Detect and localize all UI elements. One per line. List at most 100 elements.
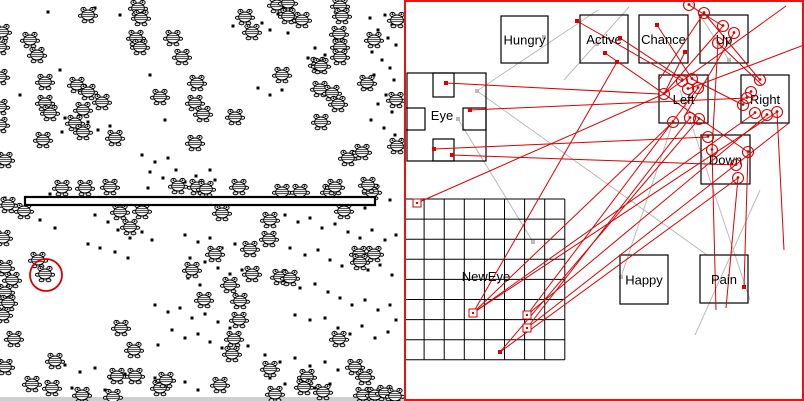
creature[interactable] bbox=[39, 104, 61, 122]
neuron-node[interactable] bbox=[740, 91, 754, 105]
creature[interactable] bbox=[324, 178, 346, 196]
creature[interactable] bbox=[162, 29, 184, 47]
creature[interactable] bbox=[224, 108, 246, 126]
neuron-node[interactable] bbox=[753, 73, 767, 87]
creature[interactable] bbox=[167, 177, 189, 195]
creature[interactable] bbox=[149, 88, 171, 106]
creature[interactable] bbox=[0, 38, 11, 56]
creature[interactable] bbox=[328, 330, 350, 348]
creature[interactable] bbox=[77, 83, 99, 101]
creature[interactable] bbox=[384, 387, 404, 401]
creature[interactable] bbox=[77, 6, 99, 24]
creature[interactable] bbox=[327, 95, 349, 113]
creature[interactable] bbox=[357, 176, 379, 194]
brain-box-left[interactable] bbox=[658, 74, 709, 124]
creature[interactable] bbox=[184, 134, 206, 152]
creature[interactable] bbox=[228, 311, 250, 329]
creature[interactable] bbox=[0, 151, 16, 169]
creature[interactable] bbox=[72, 101, 94, 119]
neuron-node[interactable] bbox=[736, 98, 750, 112]
creature[interactable] bbox=[44, 352, 66, 370]
creature[interactable] bbox=[271, 66, 293, 84]
eye-sensor-pad[interactable] bbox=[404, 107, 426, 131]
creature[interactable] bbox=[0, 294, 19, 312]
neuron-node[interactable] bbox=[705, 143, 719, 157]
creature[interactable] bbox=[34, 73, 56, 91]
creature[interactable] bbox=[129, 38, 151, 56]
neuron-node[interactable] bbox=[675, 74, 689, 88]
neuron-node[interactable] bbox=[682, 0, 696, 12]
creature[interactable] bbox=[32, 131, 54, 149]
creature[interactable] bbox=[125, 29, 147, 47]
creature[interactable] bbox=[277, 0, 299, 12]
creature[interactable] bbox=[171, 48, 193, 66]
creature[interactable] bbox=[228, 178, 250, 196]
creature[interactable] bbox=[241, 265, 263, 283]
brain-box-happy[interactable] bbox=[619, 254, 669, 305]
neuron-node[interactable] bbox=[711, 36, 725, 50]
brain-box-right[interactable] bbox=[740, 74, 790, 124]
neuron-node[interactable] bbox=[748, 106, 762, 120]
creature[interactable] bbox=[310, 113, 332, 131]
creature[interactable] bbox=[351, 143, 373, 161]
creature[interactable] bbox=[130, 9, 152, 27]
creature[interactable] bbox=[184, 94, 206, 112]
creature[interactable] bbox=[0, 283, 16, 301]
creature[interactable] bbox=[234, 8, 256, 26]
creature[interactable] bbox=[34, 265, 56, 283]
creature[interactable] bbox=[3, 330, 25, 348]
creature[interactable] bbox=[124, 367, 146, 385]
creature[interactable] bbox=[331, 7, 353, 25]
creature[interactable] bbox=[363, 31, 385, 49]
neuron-node[interactable] bbox=[727, 26, 741, 40]
neuron-node[interactable] bbox=[716, 19, 730, 33]
brain-box-down[interactable] bbox=[700, 134, 751, 185]
creature[interactable] bbox=[186, 74, 208, 92]
creature[interactable] bbox=[329, 48, 351, 66]
neuron-node[interactable] bbox=[681, 82, 695, 96]
brain-canvas[interactable]: Hungry Active Chance Up Left Right Down Happy Pa… bbox=[404, 0, 804, 401]
creature[interactable] bbox=[0, 196, 19, 214]
creature[interactable] bbox=[71, 386, 93, 401]
creature[interactable] bbox=[123, 341, 145, 359]
creature[interactable] bbox=[204, 245, 226, 263]
creature[interactable] bbox=[102, 388, 124, 401]
creature[interactable] bbox=[155, 371, 177, 389]
creature[interactable] bbox=[385, 91, 404, 109]
creature[interactable] bbox=[349, 253, 371, 271]
creature[interactable] bbox=[259, 360, 281, 378]
creature[interactable] bbox=[229, 292, 251, 310]
eye-sensor-pad[interactable] bbox=[462, 107, 487, 131]
neuron-node[interactable] bbox=[741, 145, 755, 159]
creature[interactable] bbox=[0, 306, 14, 324]
creature[interactable] bbox=[193, 291, 215, 309]
neuron-node[interactable] bbox=[731, 171, 745, 185]
creature[interactable] bbox=[21, 375, 43, 393]
creature[interactable] bbox=[74, 179, 96, 197]
creature[interactable] bbox=[0, 98, 11, 116]
neuron-node[interactable] bbox=[692, 112, 706, 126]
creature[interactable] bbox=[119, 218, 141, 236]
creature[interactable] bbox=[312, 383, 334, 401]
neuron-node[interactable] bbox=[691, 81, 705, 95]
neuron-node[interactable] bbox=[683, 111, 697, 125]
creature[interactable] bbox=[51, 179, 73, 197]
creature[interactable] bbox=[99, 178, 121, 196]
neuron-node[interactable] bbox=[744, 85, 758, 99]
eye-sensor-pad[interactable] bbox=[432, 72, 455, 98]
brain-box-hungry[interactable] bbox=[500, 15, 549, 64]
creature[interactable] bbox=[279, 269, 301, 287]
brain-box-neweye[interactable] bbox=[404, 198, 566, 361]
creature[interactable] bbox=[386, 137, 404, 155]
creature[interactable] bbox=[310, 57, 332, 75]
neuron-node[interactable] bbox=[657, 87, 671, 101]
creature[interactable] bbox=[223, 330, 245, 348]
creature[interactable] bbox=[91, 93, 113, 111]
creature[interactable] bbox=[1, 271, 23, 289]
neuron-node[interactable] bbox=[770, 105, 784, 119]
creature[interactable] bbox=[258, 230, 280, 248]
creature[interactable] bbox=[241, 23, 263, 41]
creature[interactable] bbox=[0, 116, 11, 134]
creature[interactable] bbox=[386, 11, 404, 29]
neuron-node[interactable] bbox=[729, 158, 743, 172]
